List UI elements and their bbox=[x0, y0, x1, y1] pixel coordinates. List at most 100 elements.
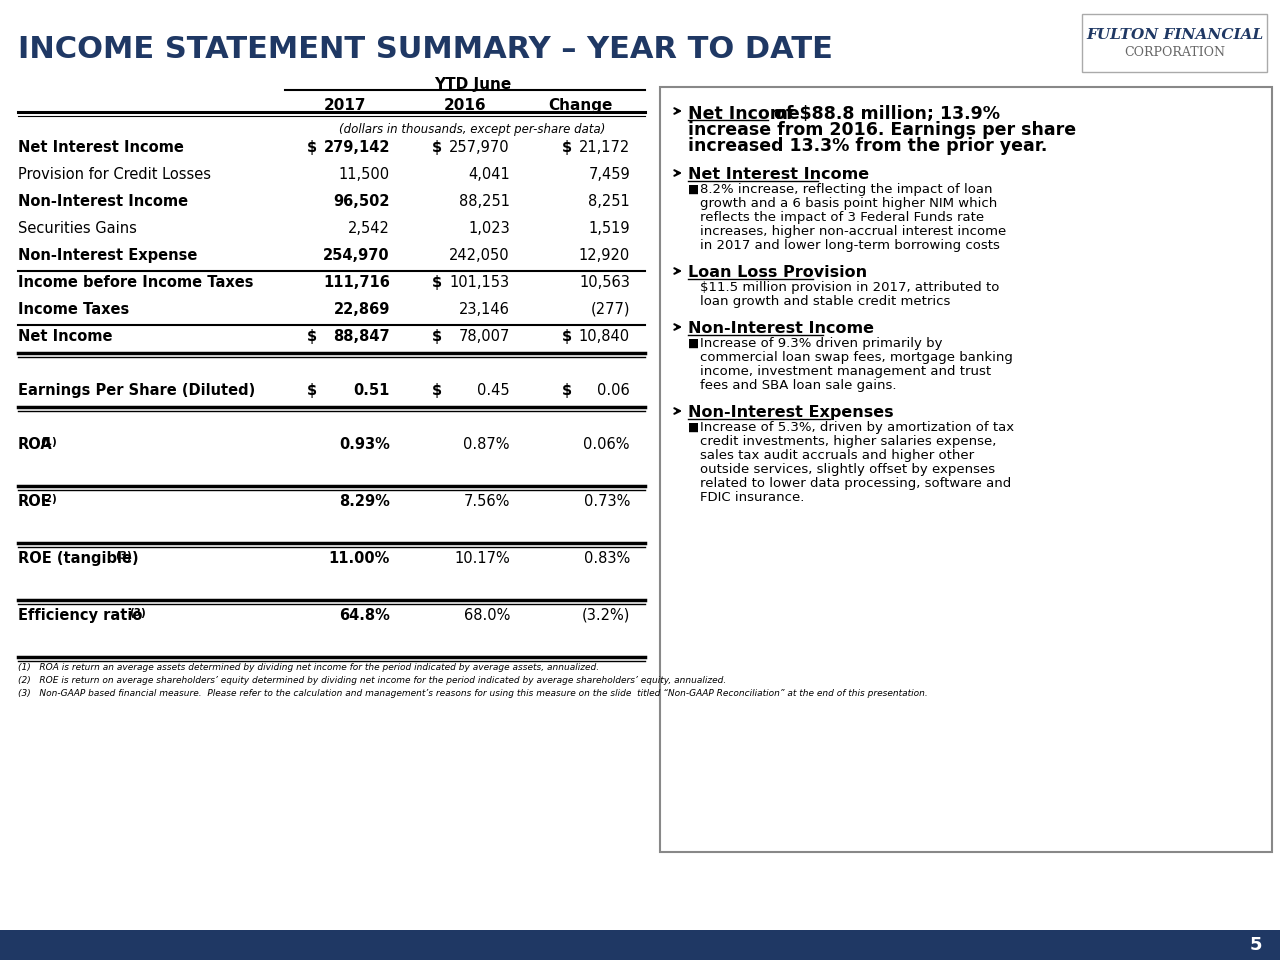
Text: $: $ bbox=[433, 329, 442, 344]
Text: Net Interest Income: Net Interest Income bbox=[689, 167, 869, 182]
Text: 254,970: 254,970 bbox=[324, 248, 390, 263]
Text: Non-Interest Expense: Non-Interest Expense bbox=[18, 248, 197, 263]
Text: YTD June: YTD June bbox=[434, 77, 511, 92]
Text: outside services, slightly offset by expenses: outside services, slightly offset by exp… bbox=[700, 463, 995, 476]
Text: 88,251: 88,251 bbox=[460, 194, 509, 209]
Text: (1)   ROA is return an average assets determined by dividing net income for the : (1) ROA is return an average assets dete… bbox=[18, 663, 599, 672]
Text: 64.8%: 64.8% bbox=[339, 608, 390, 623]
Text: Efficiency ratio: Efficiency ratio bbox=[18, 608, 142, 623]
Text: CORPORATION: CORPORATION bbox=[1125, 46, 1225, 59]
Text: related to lower data processing, software and: related to lower data processing, softwa… bbox=[700, 477, 1011, 490]
Text: 96,502: 96,502 bbox=[334, 194, 390, 209]
Text: Earnings Per Share (Diluted): Earnings Per Share (Diluted) bbox=[18, 383, 255, 398]
Text: 68.0%: 68.0% bbox=[463, 608, 509, 623]
Text: 242,050: 242,050 bbox=[449, 248, 509, 263]
Text: ROA: ROA bbox=[18, 437, 52, 452]
Text: (dollars in thousands, except per-share data): (dollars in thousands, except per-share … bbox=[339, 123, 605, 136]
Text: loan growth and stable credit metrics: loan growth and stable credit metrics bbox=[700, 295, 950, 308]
Text: 7,459: 7,459 bbox=[589, 167, 630, 182]
FancyBboxPatch shape bbox=[660, 87, 1272, 852]
Text: (3)   Non-GAAP based financial measure.  Please refer to the calculation and man: (3) Non-GAAP based financial measure. Pl… bbox=[18, 689, 928, 698]
Text: ROE (tangible): ROE (tangible) bbox=[18, 551, 138, 566]
Text: increased 13.3% from the prior year.: increased 13.3% from the prior year. bbox=[689, 137, 1047, 155]
Text: 7.56%: 7.56% bbox=[463, 494, 509, 509]
Text: 11.00%: 11.00% bbox=[329, 551, 390, 566]
Text: (277): (277) bbox=[590, 302, 630, 317]
Text: credit investments, higher salaries expense,: credit investments, higher salaries expe… bbox=[700, 435, 996, 448]
Text: Loan Loss Provision: Loan Loss Provision bbox=[689, 265, 867, 280]
Text: $: $ bbox=[433, 140, 442, 155]
Text: 0.93%: 0.93% bbox=[339, 437, 390, 452]
Text: 12,920: 12,920 bbox=[579, 248, 630, 263]
Text: $11.5 million provision in 2017, attributed to: $11.5 million provision in 2017, attribu… bbox=[700, 281, 1000, 294]
Text: $: $ bbox=[562, 383, 572, 398]
Text: Non-Interest Income: Non-Interest Income bbox=[18, 194, 188, 209]
Text: Income before Income Taxes: Income before Income Taxes bbox=[18, 275, 253, 290]
Text: increases, higher non-accrual interest income: increases, higher non-accrual interest i… bbox=[700, 225, 1006, 238]
Text: 78,007: 78,007 bbox=[458, 329, 509, 344]
FancyBboxPatch shape bbox=[1082, 14, 1267, 72]
Text: $: $ bbox=[307, 140, 317, 155]
Text: $: $ bbox=[307, 329, 317, 344]
Text: 10,563: 10,563 bbox=[579, 275, 630, 290]
Text: (1): (1) bbox=[41, 437, 58, 447]
Text: increase from 2016. Earnings per share: increase from 2016. Earnings per share bbox=[689, 121, 1076, 139]
Text: ■: ■ bbox=[689, 337, 699, 350]
Text: 1,519: 1,519 bbox=[589, 221, 630, 236]
Text: 0.45: 0.45 bbox=[477, 383, 509, 398]
Text: 0.87%: 0.87% bbox=[463, 437, 509, 452]
Text: of $88.8 million; 13.9%: of $88.8 million; 13.9% bbox=[768, 105, 1000, 123]
Text: Non-Interest Income: Non-Interest Income bbox=[689, 321, 874, 336]
Text: ■: ■ bbox=[689, 183, 699, 196]
Text: commercial loan swap fees, mortgage banking: commercial loan swap fees, mortgage bank… bbox=[700, 351, 1012, 364]
Text: 10,840: 10,840 bbox=[579, 329, 630, 344]
Text: 8,251: 8,251 bbox=[589, 194, 630, 209]
Text: 11,500: 11,500 bbox=[339, 167, 390, 182]
Text: 5: 5 bbox=[1249, 936, 1262, 954]
Text: Net Interest Income: Net Interest Income bbox=[18, 140, 184, 155]
Text: $: $ bbox=[307, 383, 317, 398]
Text: 279,142: 279,142 bbox=[324, 140, 390, 155]
Text: 23,146: 23,146 bbox=[460, 302, 509, 317]
Text: Change: Change bbox=[548, 98, 612, 113]
Text: in 2017 and lower long-term borrowing costs: in 2017 and lower long-term borrowing co… bbox=[700, 239, 1000, 252]
Text: growth and a 6 basis point higher NIM which: growth and a 6 basis point higher NIM wh… bbox=[700, 197, 997, 210]
Text: Net Income: Net Income bbox=[18, 329, 113, 344]
Text: 10.17%: 10.17% bbox=[454, 551, 509, 566]
Text: 88,847: 88,847 bbox=[333, 329, 390, 344]
Text: 21,172: 21,172 bbox=[579, 140, 630, 155]
Text: Non-Interest Expenses: Non-Interest Expenses bbox=[689, 405, 893, 420]
Text: $: $ bbox=[433, 275, 442, 290]
Text: 2016: 2016 bbox=[444, 98, 486, 113]
Text: 8.29%: 8.29% bbox=[339, 494, 390, 509]
Text: (2)   ROE is return on average shareholders’ equity determined by dividing net i: (2) ROE is return on average shareholder… bbox=[18, 676, 726, 685]
Text: INCOME STATEMENT SUMMARY – YEAR TO DATE: INCOME STATEMENT SUMMARY – YEAR TO DATE bbox=[18, 35, 833, 64]
Text: ■: ■ bbox=[689, 421, 699, 434]
Text: sales tax audit accruals and higher other: sales tax audit accruals and higher othe… bbox=[700, 449, 974, 462]
Text: FDIC insurance.: FDIC insurance. bbox=[700, 491, 804, 504]
Text: 111,716: 111,716 bbox=[323, 275, 390, 290]
FancyBboxPatch shape bbox=[0, 930, 1280, 960]
Text: (3): (3) bbox=[129, 608, 146, 618]
Text: Provision for Credit Losses: Provision for Credit Losses bbox=[18, 167, 211, 182]
Text: (3.2%): (3.2%) bbox=[581, 608, 630, 623]
Text: 4,041: 4,041 bbox=[468, 167, 509, 182]
Text: FULTON FINANCIAL: FULTON FINANCIAL bbox=[1087, 28, 1263, 42]
Text: $: $ bbox=[562, 329, 572, 344]
Text: 257,970: 257,970 bbox=[449, 140, 509, 155]
Text: Securities Gains: Securities Gains bbox=[18, 221, 137, 236]
Text: $: $ bbox=[433, 383, 442, 398]
Text: 22,869: 22,869 bbox=[334, 302, 390, 317]
Text: 0.06: 0.06 bbox=[598, 383, 630, 398]
Text: income, investment management and trust: income, investment management and trust bbox=[700, 365, 991, 378]
Text: Increase of 5.3%, driven by amortization of tax: Increase of 5.3%, driven by amortization… bbox=[700, 421, 1014, 434]
Text: Income Taxes: Income Taxes bbox=[18, 302, 129, 317]
Text: 0.06%: 0.06% bbox=[584, 437, 630, 452]
Text: 8.2% increase, reflecting the impact of loan: 8.2% increase, reflecting the impact of … bbox=[700, 183, 992, 196]
Text: 1,023: 1,023 bbox=[468, 221, 509, 236]
Text: reflects the impact of 3 Federal Funds rate: reflects the impact of 3 Federal Funds r… bbox=[700, 211, 984, 224]
Text: Increase of 9.3% driven primarily by: Increase of 9.3% driven primarily by bbox=[700, 337, 942, 350]
Text: (3): (3) bbox=[115, 551, 132, 561]
Text: $: $ bbox=[562, 140, 572, 155]
Text: Net Income: Net Income bbox=[689, 105, 800, 123]
